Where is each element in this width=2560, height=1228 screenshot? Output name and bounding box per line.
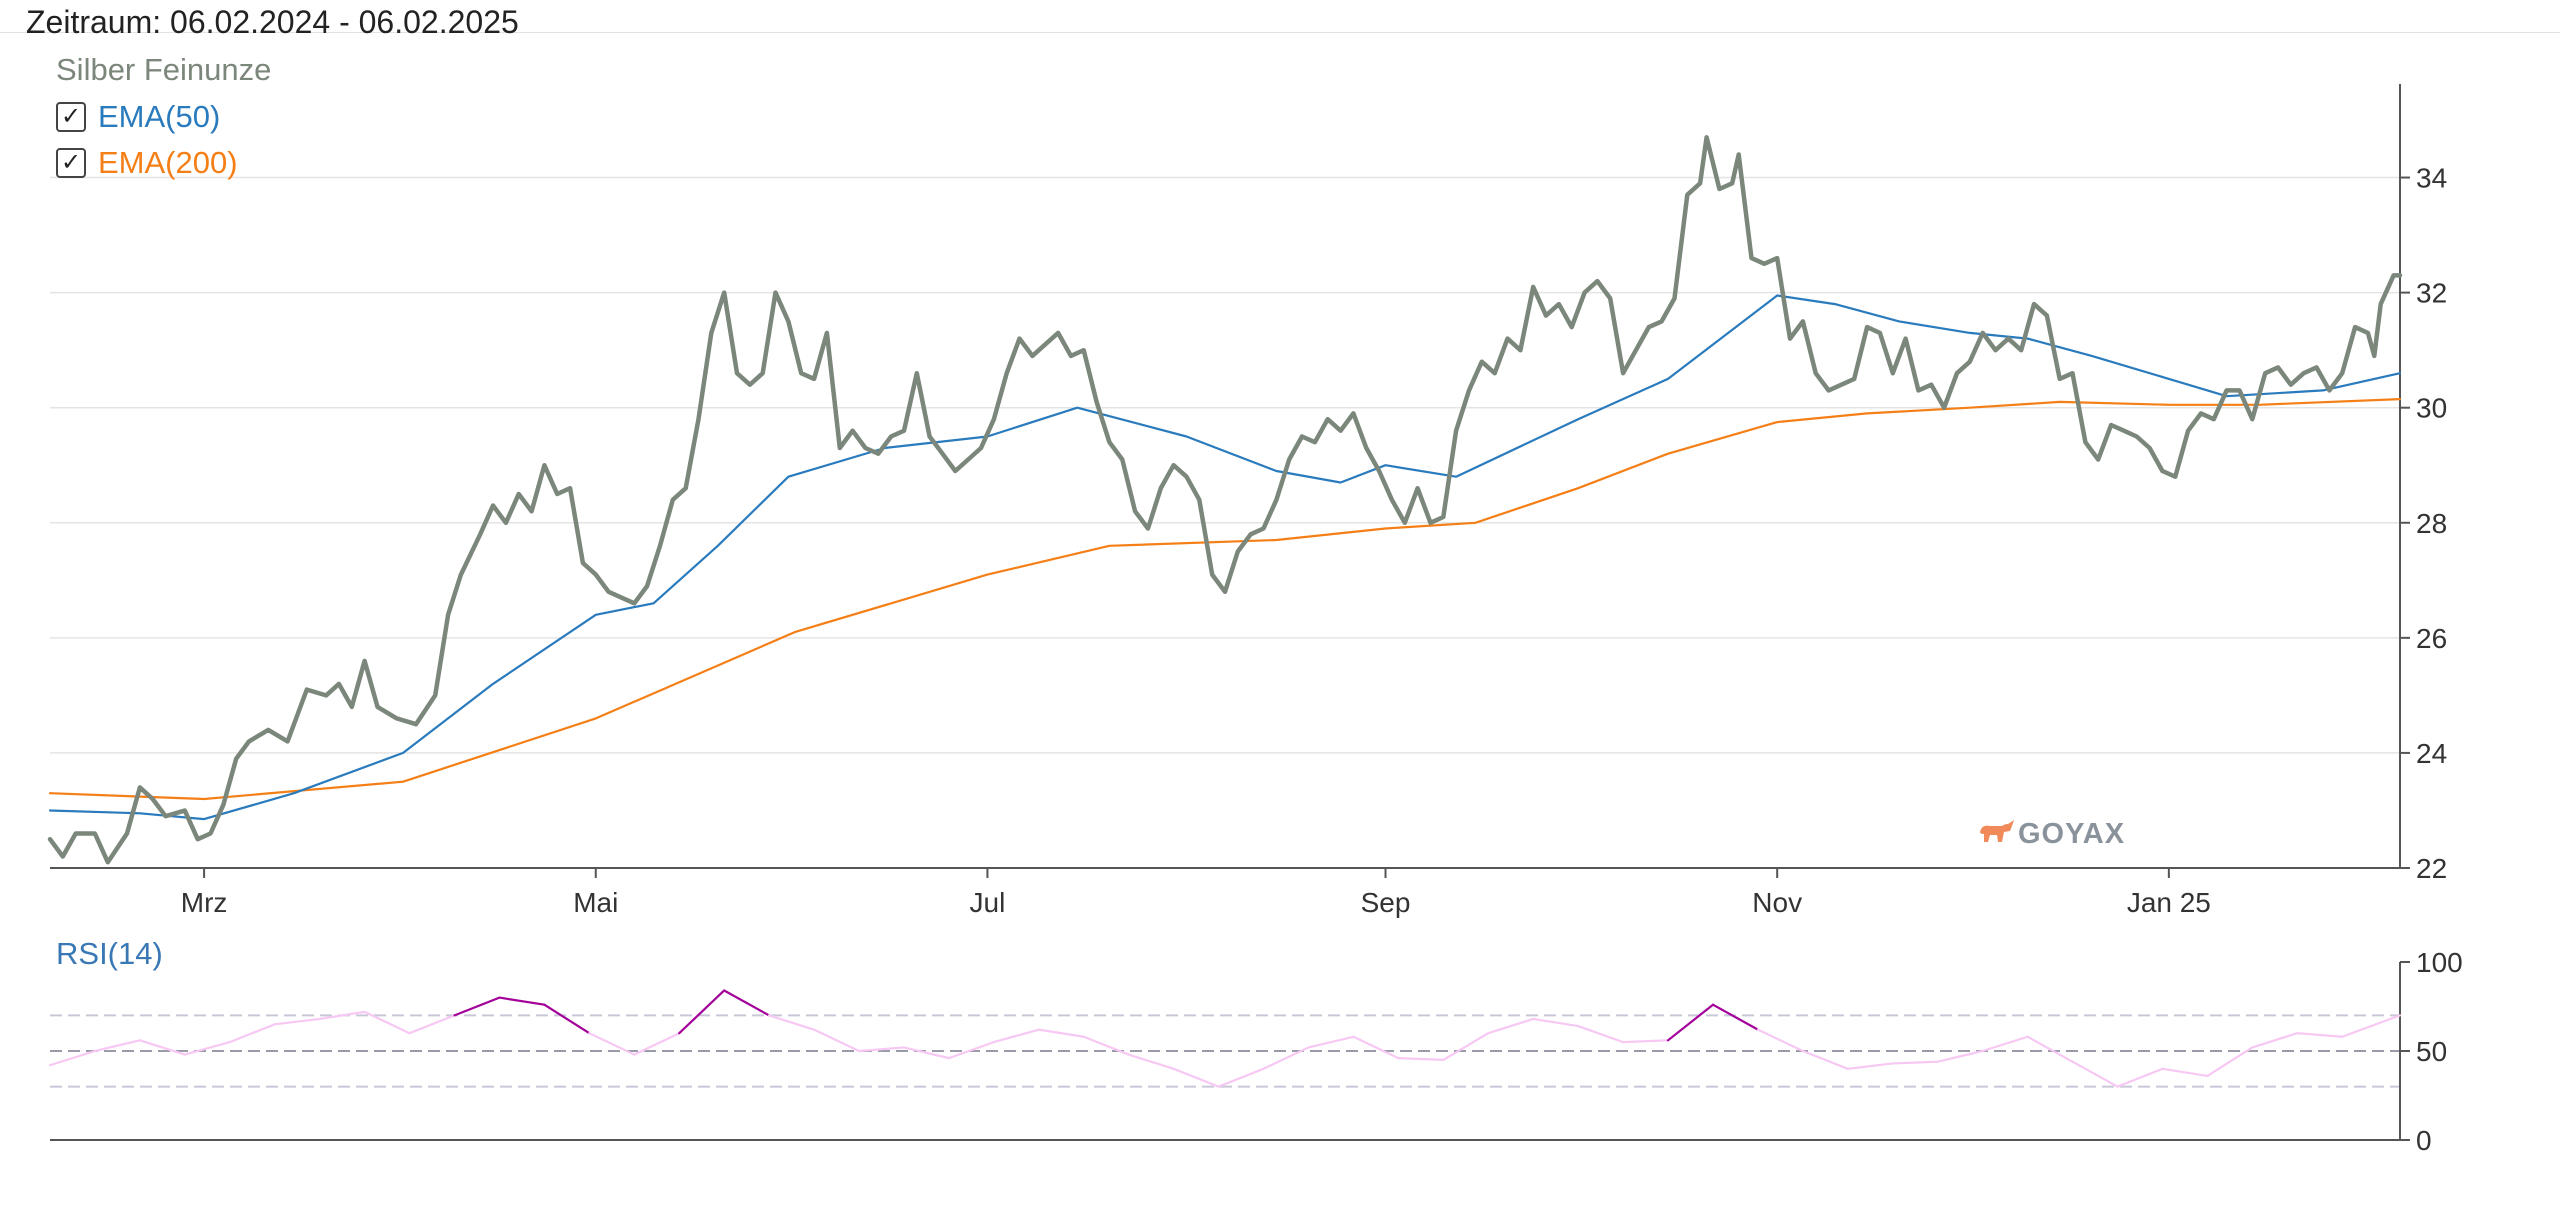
x-tick-label-Sep: Sep [1361,887,1411,918]
y-tick-label-22: 22 [2416,853,2447,884]
rsi-segment [1577,1024,1625,1044]
rsi-segment [1487,1017,1535,1035]
ema50-line [48,294,2402,821]
rsi-segment [228,1023,276,1044]
rsi-segment [723,989,771,1017]
y-tick-label-30: 30 [2416,393,2447,424]
rsi-segment [2206,1046,2254,1078]
rsi-segment [812,1028,861,1053]
rsi-segment [1082,1035,1130,1056]
rsi-tick-label-100: 100 [2416,947,2463,978]
rsi-segment [318,1010,366,1021]
rsi-panel: 0 50 100 [50,947,2463,1156]
rsi-label: RSI(14) [56,936,163,971]
y-tick-label-24: 24 [2416,738,2447,769]
rsi-segment [857,1046,906,1053]
rsi-segment [2116,1067,2164,1088]
y-tick-label-26: 26 [2416,623,2447,654]
rsi-segment [408,1014,456,1035]
rsi-segment [678,989,726,1035]
rsi-segment [2341,1014,2402,1038]
header-divider [0,32,2560,33]
legend-item-ema200[interactable]: ✓ EMA(200) [56,145,238,181]
ema200-label[interactable]: EMA(200) [98,145,238,180]
rsi-segment [1217,1067,1265,1088]
rsi-series [48,989,2402,1088]
ema200-checkbox-icon[interactable]: ✓ [56,148,86,178]
rsi-segment [1172,1067,1220,1088]
rsi-segment [1532,1017,1580,1028]
y-tick-label-28: 28 [2416,508,2447,539]
x-tick-label-Mrz: Mrz [181,887,228,918]
rsi-segment [1711,1003,1760,1031]
goyax-watermark: GOYAX [1980,818,2125,850]
rsi-segment [48,1049,97,1067]
rsi-segment [1936,1049,1984,1063]
rsi-segment [1621,1039,1670,1044]
ema50-label[interactable]: EMA(50) [98,99,221,134]
rsi-segment [93,1039,141,1053]
rsi-segment [2161,1067,2209,1078]
rsi-segment [1801,1049,1849,1070]
ema200-series [48,398,2402,801]
watermark-text: GOYAX [2018,818,2125,850]
rsi-segment [1891,1060,1939,1065]
rsi-segment [2026,1035,2074,1063]
rsi-tick-label-50: 50 [2416,1036,2447,1067]
rsi-segment [2296,1032,2344,1038]
price-grid [50,176,2400,754]
rsi-segment [768,1014,816,1031]
y-tick-label-32: 32 [2416,278,2447,309]
rsi-segment [273,1017,321,1026]
price-tick-labels: 22 24 26 28 30 32 34 Mrz Mai Jul Sep Nov Jan 25 [181,163,2447,918]
rsi-segment [902,1046,951,1060]
x-tick-label-Jul: Jul [970,887,1006,918]
instrument-label: Silber Feinunze [56,52,272,87]
rsi-segment [498,996,546,1006]
rsi-segment [2251,1032,2299,1049]
rsi-segment [2071,1060,2119,1088]
ema200-line [48,398,2402,801]
rsi-segment [543,1003,591,1035]
x-tick-label-Jan 25: Jan 25 [2127,887,2211,918]
x-tick-label-Mai: Mai [573,887,618,918]
rsi-segment [183,1040,231,1056]
rsi-segment [1981,1035,2029,1053]
price-line [47,135,2403,865]
rsi-segment [992,1028,1040,1044]
ema50-series [48,294,2402,821]
rsi-segment [633,1032,681,1056]
rsi-segment [1352,1035,1400,1060]
price-axes [50,84,2410,878]
rsi-segment [1127,1053,1175,1070]
rsi-segment [1756,1028,1804,1053]
ema50-checkbox-icon[interactable]: ✓ [56,102,86,132]
legend-item-ema50[interactable]: ✓ EMA(50) [56,99,220,135]
rsi-segment [363,1010,411,1035]
x-tick-label-Nov: Nov [1752,887,1802,918]
period-label: Zeitraum: 06.02.2024 - 06.02.2025 [26,4,519,40]
rsi-segment [1397,1057,1445,1062]
rsi-segment [1307,1035,1355,1049]
rsi-segment [947,1040,995,1060]
rsi-segment [1666,1003,1715,1042]
rsi-segment [138,1039,186,1056]
price-series [47,135,2403,865]
rsi-segment [1846,1062,1894,1070]
rsi-segment [1037,1028,1085,1038]
rsi-tick-label-0: 0 [2416,1125,2432,1156]
rsi-segment [1262,1046,1310,1070]
rsi-segment [588,1032,636,1056]
bull-logo-icon [1980,820,2014,842]
rsi-segment [1442,1032,1490,1062]
y-tick-label-34: 34 [2416,163,2447,194]
rsi-segment [453,996,501,1017]
